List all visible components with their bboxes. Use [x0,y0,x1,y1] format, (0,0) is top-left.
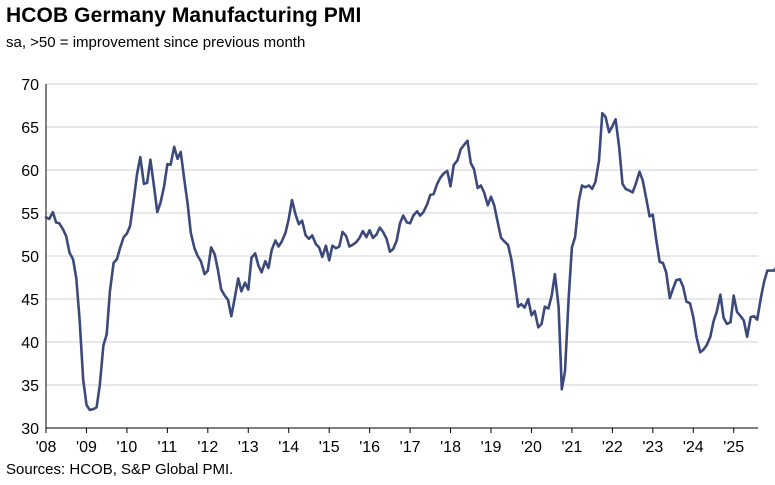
x-tick-label: '10 [116,439,137,456]
series-line-0 [44,111,775,412]
x-tick-label: '16 [359,439,380,456]
chart-title: HCOB Germany Manufacturing PMI [6,4,362,27]
chart-source: Sources: HCOB, S&P Global PMI. [6,461,234,478]
x-tick-label: '22 [602,439,623,456]
x-tick-label: '25 [723,439,744,456]
x-tick-label: '12 [197,439,218,456]
y-tick-label: 60 [21,163,39,180]
axes [45,84,758,433]
x-tick-label: '08 [36,439,57,456]
x-tick-label: '09 [76,439,97,456]
y-tick-labels: 30 35 40 45 50 55 60 65 70 [21,77,39,438]
y-tick-label: 40 [21,335,39,352]
x-tick-label: '21 [561,439,582,456]
x-tick-label: '19 [481,439,502,456]
x-tick-label: '23 [642,439,663,456]
y-tick-label: 65 [21,120,39,137]
y-tick-label: 70 [21,77,39,94]
x-tick-labels: '08 '09 '10 '11 '12 '13 '14 '15 '16 '17 '18 '19 '20 '… [36,439,745,456]
y-tick-label: 30 [21,421,39,438]
x-tick-label: '11 [158,439,178,456]
x-tick-label: '17 [400,439,421,456]
x-tick-label: '18 [440,439,461,456]
y-tick-label: 45 [21,292,39,309]
x-tick-label: '24 [683,439,704,456]
gridlines [46,83,758,386]
series-layer [44,111,775,412]
x-tick-label: '13 [238,439,259,456]
y-tick-label: 35 [21,378,39,395]
y-tick-label: 55 [21,206,39,223]
x-tick-label: '15 [319,439,340,456]
y-tick-label: 50 [21,249,39,266]
chart-subtitle: sa, >50 = improvement since previous mon… [6,34,306,51]
x-tick-label: '20 [521,439,542,456]
x-tick-label: '14 [278,439,299,456]
